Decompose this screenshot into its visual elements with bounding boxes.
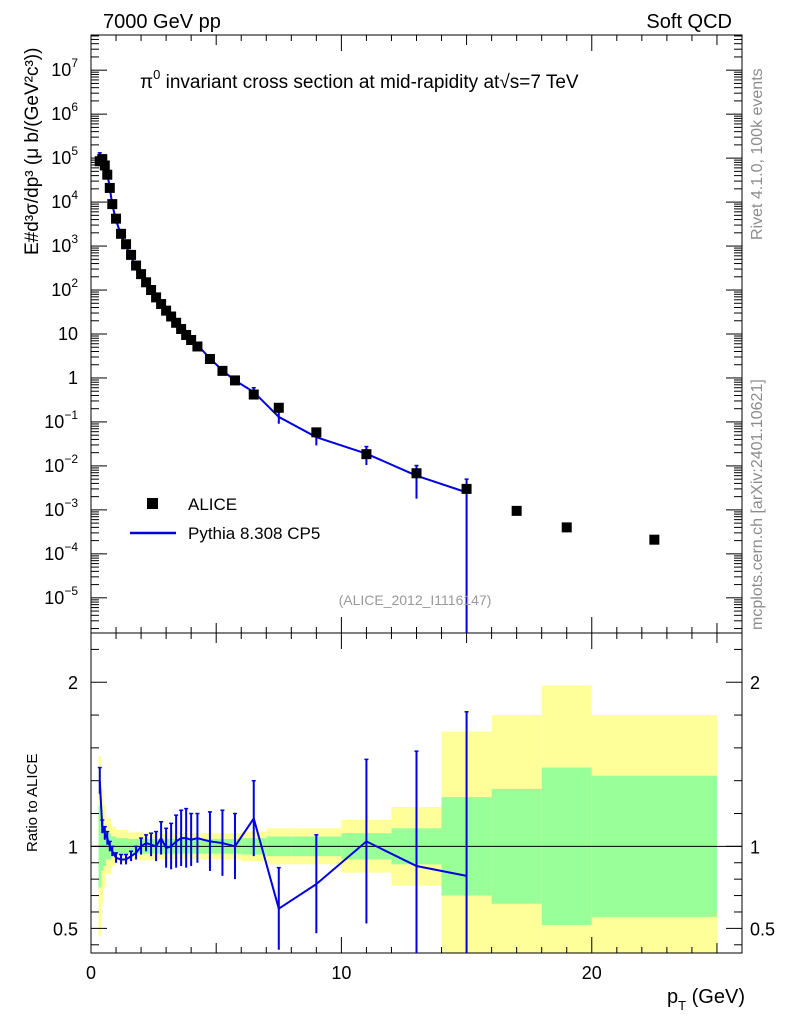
y-tick-label-2: 105	[51, 144, 78, 168]
ratio-tick-label-0: 2	[68, 673, 78, 693]
data-marker	[229, 375, 240, 386]
x-label-sub: T	[678, 998, 686, 1013]
y-tick-label-11: 10−4	[44, 540, 78, 564]
data-marker	[217, 365, 228, 376]
y-tick-label-3: 104	[51, 188, 78, 212]
ratio-tick-label-right-1: 1	[750, 837, 760, 857]
data-marker	[136, 269, 147, 280]
x-axis-label: pT (GeV)	[667, 986, 745, 1013]
y-tick-label-6: 10	[58, 324, 78, 344]
data-marker	[111, 213, 122, 224]
axis-labels: 0 10 2010710610510410310210110−110−210−310…	[44, 56, 775, 983]
data-marker	[411, 468, 422, 479]
data-marker	[121, 239, 132, 250]
title-main: invariant cross section at mid-rapidity …	[160, 72, 500, 93]
data-marker	[102, 169, 113, 180]
data-marker	[561, 522, 572, 533]
y-tick-label-4: 103	[51, 232, 78, 256]
y-tick-label-7: 1	[68, 368, 78, 388]
y-tick-label-12: 10−5	[44, 584, 78, 608]
x-tick-label-0: 0	[86, 963, 96, 983]
data-marker	[99, 160, 110, 171]
y-tick-label-10: 10−3	[44, 496, 78, 520]
header-right: Soft QCD	[646, 11, 732, 33]
data-marker	[311, 427, 322, 438]
ratio-tick-label-right-0: 2	[750, 673, 760, 693]
title-sqrt: √s=7 TeV	[499, 72, 579, 93]
data-marker	[192, 341, 203, 352]
data-marker	[176, 323, 187, 334]
y-tick-label-9: 10−2	[44, 452, 78, 476]
data-marker	[161, 305, 172, 316]
data-marker	[273, 402, 284, 413]
data-marker	[141, 277, 152, 288]
data-marker	[171, 317, 182, 328]
data-marker	[104, 182, 115, 193]
ratio-tick-label-2: 0.5	[53, 919, 78, 939]
mcplots-label: mcplots.cern.ch [arXiv:2401.10621]	[749, 379, 766, 630]
mc-series-ratio	[97, 711, 469, 953]
data-marker	[97, 154, 108, 165]
ratio-tick-label-right-2: 0.5	[750, 919, 775, 939]
data-marker	[511, 505, 522, 516]
data-marker	[649, 534, 660, 545]
y-tick-label-8: 10−1	[44, 408, 78, 432]
ratio-y-axis-label: Ratio to ALICE	[24, 754, 41, 852]
data-marker	[166, 311, 177, 322]
data-marker	[146, 285, 157, 296]
x-label-p: p	[667, 986, 678, 1008]
y-tick-label-5: 102	[51, 276, 78, 300]
data-marker	[156, 299, 167, 310]
legend-marker-alice	[147, 498, 158, 509]
data-marker	[461, 483, 472, 494]
data-marker	[248, 389, 259, 400]
data-series-main	[94, 154, 660, 545]
y-tick-label-0: 107	[51, 56, 78, 80]
x-tick-label-1: 10	[331, 963, 351, 983]
legend-label-pythia: Pythia 8.308 CP5	[188, 524, 320, 543]
title-sup: 0	[153, 67, 160, 82]
y-axis-label: E#d³σ/dp³ (μ b/(GeV²c³))	[22, 48, 43, 255]
data-marker	[116, 228, 127, 239]
data-marker	[186, 335, 197, 346]
data-marker	[131, 260, 142, 271]
rivet-label: Rivet 4.1.0, 100k events	[749, 68, 766, 240]
legend-label-alice: ALICE	[188, 495, 237, 514]
x-tick-label-2: 20	[582, 963, 602, 983]
x-label-unit: (GeV)	[686, 986, 745, 1008]
legend: ALICE Pythia 8.308 CP5	[130, 495, 320, 543]
data-marker	[181, 329, 192, 340]
ratio-tick-label-1: 1	[68, 837, 78, 857]
y-tick-label-1: 106	[51, 100, 78, 124]
data-marker	[204, 354, 215, 365]
analysis-id: (ALICE_2012_I1116147)	[339, 592, 492, 608]
title-prefix: π	[140, 72, 153, 93]
data-marker	[126, 249, 137, 260]
data-marker	[107, 199, 118, 210]
data-marker	[361, 449, 372, 460]
header-left: 7000 GeV pp	[103, 11, 221, 33]
data-marker	[151, 292, 162, 303]
chart-title: π0 invariant cross section at mid-rapidi…	[140, 67, 579, 93]
